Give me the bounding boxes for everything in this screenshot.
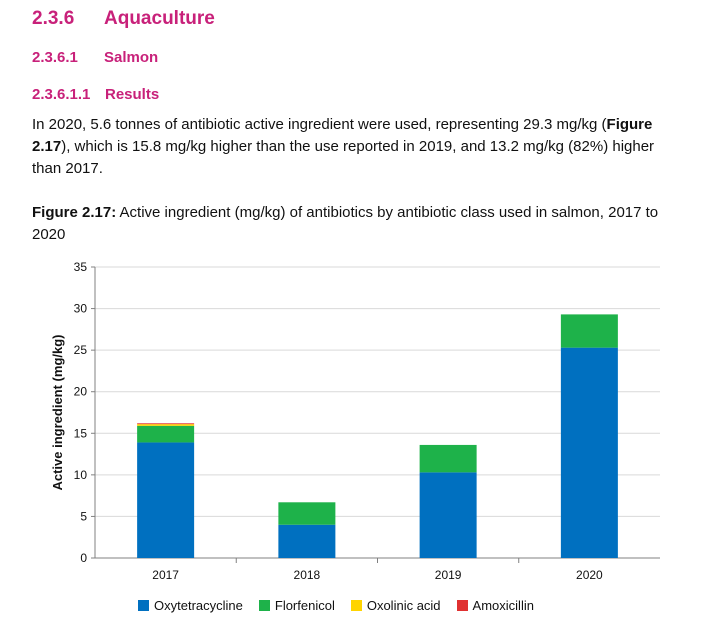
x-tick-label: 2017 [152,568,179,582]
legend-label: Oxytetracycline [154,598,243,613]
y-tick-label: 15 [74,426,88,440]
legend-swatch [456,600,468,611]
bar-oxytetracycline-2018 [278,524,336,558]
y-tick-label: 20 [74,385,88,399]
section-number: 2.3.6 [32,8,75,29]
bar-oxytetracycline-2017 [137,442,195,558]
bar-florfenicol-2017 [137,425,195,443]
subsubsection-number: 2.3.6.1.1 [32,86,91,103]
paragraph-text-end: ), which is 15.8 mg/kg higher than the u… [32,138,655,177]
bar-florfenicol-2018 [278,502,336,525]
legend-swatch [258,600,270,611]
stacked-bar-chart: 0 5 10 15 20 25 30 35 Active ingredient (mg/kg) 2… [50,260,660,582]
subsection-heading: 2.3.6.1 Salmon [32,49,158,66]
subsection-title: Salmon [104,49,159,66]
figure-caption-text: Active ingredient (mg/kg) of antibiotics… [32,204,659,243]
legend-label: Oxolinic acid [366,598,441,613]
legend-label: Florfenicol [274,598,335,613]
bar-oxytetracycline-2019 [419,472,477,558]
y-tick-label: 35 [74,260,88,274]
bar-oxolinic-acid-2017 [137,424,195,426]
y-tick-label: 10 [74,468,88,482]
chart-legend: Oxytetracycline Florfenicol Oxolinic acid A… [138,598,550,613]
legend-swatch [350,600,362,611]
paragraph-text-start: In 2020, 5.6 tonnes of antibiotic active… [32,116,607,133]
y-tick-label: 30 [74,302,88,316]
figure-label: Figure 2.17: [32,204,117,221]
y-tick-label: 0 [80,551,87,565]
x-tick-label: 2018 [294,568,321,582]
subsubsection-heading: 2.3.6.1.1 Results [32,86,159,103]
figure-caption: Figure 2.17: Active ingredient (mg/kg) o… [32,202,682,246]
bar-florfenicol-2020 [560,314,618,348]
legend-item: Oxytetracycline [138,598,243,613]
bar-florfenicol-2019 [419,444,477,473]
section-title: Aquaculture [104,8,215,29]
y-axis-label: Active ingredient (mg/kg) [50,334,65,490]
x-tick-label: 2020 [576,568,603,582]
subsubsection-title: Results [105,86,160,103]
figure-reference: Figure 2.17 [32,116,653,155]
legend-item: Florfenicol [258,598,335,613]
subsection-number: 2.3.6.1 [32,49,78,66]
x-tick-label: 2019 [435,568,462,582]
legend-label: Amoxicillin [472,598,534,613]
y-tick-label: 5 [80,509,87,523]
legend-item: Amoxicillin [456,598,534,613]
legend-swatch [138,600,149,611]
bar-oxytetracycline-2020 [560,347,618,558]
results-paragraph: In 2020, 5.6 tonnes of antibiotic active… [32,114,682,180]
legend-item: Oxolinic acid [350,598,441,613]
section-heading: 2.3.6 Aquaculture [32,8,215,30]
y-tick-label: 25 [74,343,88,357]
bar-amoxicillin-2017 [137,423,195,425]
